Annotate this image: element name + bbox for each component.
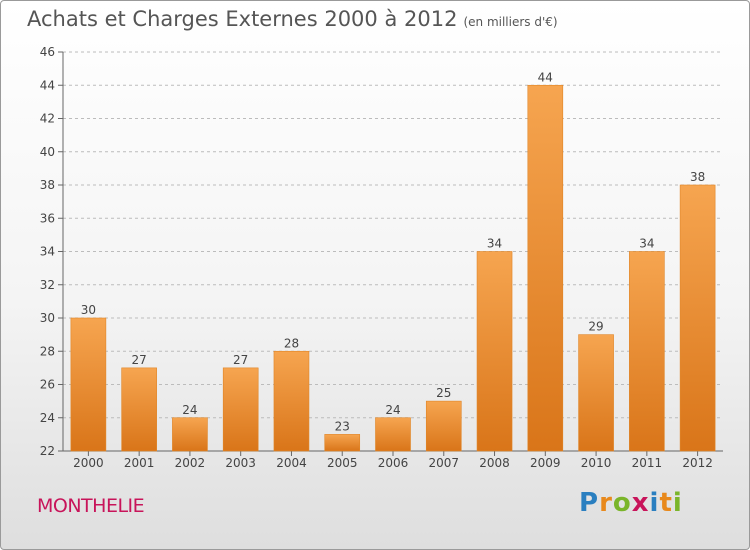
y-tick-label: 30 — [40, 311, 55, 325]
data-label-2006: 24 — [385, 403, 400, 417]
bar-2010 — [578, 334, 614, 452]
logo-letter: P — [579, 488, 600, 518]
x-tick-label: 2012 — [682, 456, 713, 470]
data-label-2011: 34 — [639, 237, 654, 251]
x-tick-label: 2008 — [479, 456, 510, 470]
x-tick-label: 2005 — [327, 456, 358, 470]
data-label-2008: 34 — [487, 237, 502, 251]
y-tick-label: 40 — [40, 145, 55, 159]
y-tick-label: 36 — [40, 211, 55, 225]
logo-letter: i — [649, 488, 660, 518]
y-tick-label: 42 — [40, 112, 55, 126]
place-name: MONTHELIE — [37, 495, 145, 517]
x-tick-label: 2002 — [175, 456, 206, 470]
y-tick-label: 44 — [40, 78, 55, 92]
data-label-2007: 25 — [436, 386, 451, 400]
data-labels: 30 27 24 27 28 23 24 25 34 44 29 34 38 — [81, 70, 706, 433]
x-tick-label: 2007 — [428, 456, 459, 470]
data-label-2004: 28 — [284, 336, 299, 350]
logo-letter: r — [599, 488, 613, 518]
bar-2012 — [679, 184, 716, 452]
logo-letter: t — [659, 488, 673, 518]
data-label-2009: 44 — [538, 70, 553, 84]
logo-letter: i — [672, 488, 683, 518]
proxiti-logo: Proxiti — [579, 488, 683, 518]
x-tick-label: 2009 — [530, 456, 561, 470]
y-tick-label: 32 — [40, 278, 55, 292]
y-tick-label: 34 — [40, 245, 55, 259]
bar-2004 — [273, 350, 310, 452]
data-label-2002: 24 — [182, 403, 197, 417]
bar-2008 — [476, 251, 513, 452]
x-tick-label: 2010 — [581, 456, 612, 470]
data-label-2003: 27 — [233, 353, 248, 367]
x-tick-label: 2006 — [378, 456, 409, 470]
chart-title-text: Achats et Charges Externes 2000 à 2012 — [27, 7, 458, 31]
x-tick-label: 2001 — [124, 456, 155, 470]
chart-subtitle: (en milliers d'€) — [463, 15, 558, 29]
data-label-2010: 29 — [588, 320, 603, 334]
y-tick-label: 22 — [40, 444, 55, 458]
bars — [70, 84, 716, 452]
data-label-2001: 27 — [132, 353, 147, 367]
y-tick-label: 38 — [40, 178, 55, 192]
x-tick-label: 2011 — [632, 456, 663, 470]
y-tick-label: 46 — [40, 45, 55, 59]
grid-lines — [63, 51, 723, 452]
y-tick-label: 24 — [40, 411, 55, 425]
bar-2002 — [172, 417, 208, 452]
bar-2001 — [121, 367, 157, 452]
x-tick-label: 2004 — [276, 456, 307, 470]
bar-2003 — [222, 367, 259, 452]
data-label-2000: 30 — [81, 303, 96, 317]
bar-2007 — [425, 400, 462, 452]
logo-letter: o — [612, 488, 632, 518]
chart-title: Achats et Charges Externes 2000 à 2012 (e… — [27, 7, 558, 31]
bar-2005 — [324, 434, 361, 452]
y-tick-label: 26 — [40, 378, 55, 392]
x-tick-label: 2000 — [73, 456, 104, 470]
bar-2000 — [70, 317, 107, 452]
bar-2006 — [375, 417, 411, 452]
y-tick-label: 28 — [40, 344, 55, 358]
bar-2009 — [527, 84, 564, 452]
logo-letter: x — [631, 488, 650, 518]
data-label-2012: 38 — [690, 170, 705, 184]
bar-2011 — [629, 251, 665, 452]
data-label-2005: 23 — [335, 419, 350, 433]
x-tick-label: 2003 — [225, 456, 256, 470]
